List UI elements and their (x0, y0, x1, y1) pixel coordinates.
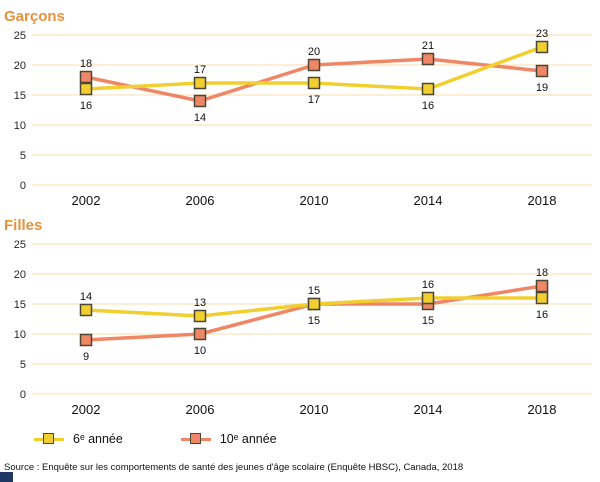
logo-mark (0, 472, 13, 482)
data-marker (535, 64, 549, 78)
x-tick-label: 2010 (300, 193, 329, 208)
value-label: 10 (194, 345, 206, 357)
data-marker (421, 82, 435, 96)
filles-line-chart: 0 5 10 15 20 25 2002 2006 2010 2014 2018 14 13 15 16 16… (4, 236, 596, 424)
y-tick-label: 20 (14, 60, 26, 72)
legend-label-6e-annee: 6ᵉ année (73, 432, 123, 446)
data-marker (535, 291, 549, 305)
x-tick-label: 2002 (72, 402, 101, 417)
y-tick-label: 5 (20, 150, 26, 162)
data-marker (79, 303, 93, 317)
value-label: 20 (308, 46, 320, 58)
data-marker (307, 58, 321, 72)
garcons-line-chart: 0 5 10 15 20 25 2002 2006 2010 2014 2018 16 17 17 16 23… (4, 27, 596, 215)
y-tick-label: 15 (14, 299, 26, 311)
value-label: 19 (536, 82, 548, 94)
data-marker (79, 82, 93, 96)
value-label: 14 (80, 291, 92, 303)
x-tick-label: 2002 (72, 193, 101, 208)
y-tick-label: 5 (20, 359, 26, 371)
chart-section-garcons: Garçons 0 5 10 15 20 25 2002 2006 2010 2014 2018 16… (0, 6, 600, 215)
y-tick-label: 25 (14, 30, 26, 42)
x-tick-label: 2018 (528, 402, 557, 417)
y-tick-label: 0 (20, 180, 26, 192)
source-text: Source : Enquête sur les comportements d… (4, 462, 464, 473)
x-tick-label: 2010 (300, 402, 329, 417)
data-marker (193, 309, 207, 323)
data-marker (193, 94, 207, 108)
legend-item-6e-annee: 6ᵉ année (34, 432, 123, 446)
value-label: 15 (308, 285, 320, 297)
data-marker (79, 70, 93, 84)
value-label: 18 (536, 267, 548, 279)
chart-title-filles: Filles (4, 217, 43, 234)
data-marker (421, 291, 435, 305)
chart-title-garcons: Garçons (4, 8, 65, 25)
legend-item-10e-annee: 10ᵉ année (180, 432, 277, 446)
data-marker (193, 76, 207, 90)
data-marker (193, 327, 207, 341)
line-chart-svg: 0 5 10 15 20 25 2002 2006 2010 2014 2018 14 13 15 16 16… (14, 239, 592, 417)
legend-swatch-10e-annee (180, 433, 211, 445)
x-tick-label: 2014 (414, 193, 443, 208)
value-label: 13 (194, 297, 206, 309)
value-label: 17 (194, 64, 206, 76)
y-tick-label: 15 (14, 90, 26, 102)
value-label: 18 (80, 58, 92, 70)
value-label: 15 (422, 315, 434, 327)
y-tick-label: 10 (14, 120, 26, 132)
value-label: 16 (80, 100, 92, 112)
x-tick-label: 2018 (528, 193, 557, 208)
y-tick-label: 20 (14, 269, 26, 281)
value-label: 16 (422, 100, 434, 112)
legend-square-marker (43, 433, 54, 444)
data-marker (535, 40, 549, 54)
data-marker (535, 279, 549, 293)
value-label: 16 (536, 309, 548, 321)
value-label: 21 (422, 40, 434, 52)
data-marker (79, 333, 93, 347)
data-marker (307, 76, 321, 90)
value-label: 9 (83, 351, 89, 363)
value-label: 17 (308, 94, 320, 106)
value-label: 23 (536, 28, 548, 40)
x-tick-label: 2006 (186, 193, 215, 208)
y-tick-label: 25 (14, 239, 26, 251)
x-tick-label: 2014 (414, 402, 443, 417)
y-tick-label: 10 (14, 329, 26, 341)
legend-swatch-6e-annee (34, 433, 64, 445)
x-tick-label: 2006 (186, 402, 215, 417)
value-label: 15 (308, 315, 320, 327)
value-label: 16 (422, 279, 434, 291)
data-marker (421, 52, 435, 66)
legend-label-10e-annee: 10ᵉ année (219, 432, 277, 446)
chart-section-filles: Filles 0 5 10 15 20 25 2002 2006 2010 2014 2018 14 1… (0, 215, 600, 424)
y-tick-label: 0 (20, 389, 26, 401)
data-marker (307, 297, 321, 311)
chart-legend: 6ᵉ année 10ᵉ année (34, 432, 600, 446)
legend-square-marker (189, 433, 201, 444)
value-label: 14 (194, 112, 206, 124)
